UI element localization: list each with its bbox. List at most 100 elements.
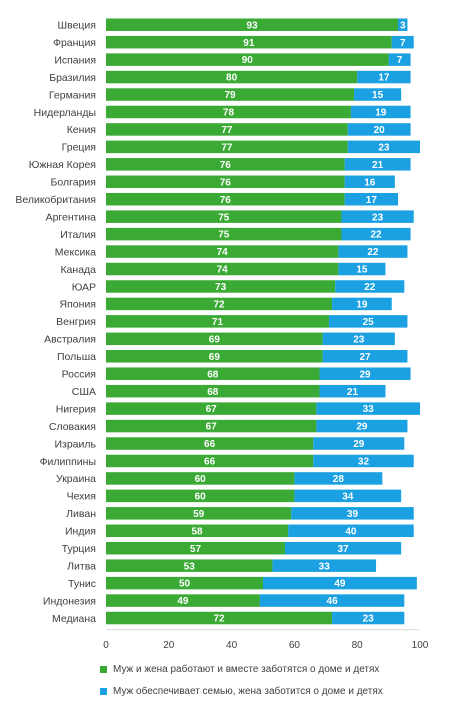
- bar-segment-husband-provides: [347, 140, 420, 154]
- bar-segment-joint: [106, 576, 263, 590]
- data-label-husband-provides: 34: [342, 491, 354, 502]
- bar-segment-joint: [106, 140, 348, 154]
- bar-segment-joint: [106, 437, 314, 450]
- legend-label-series-1: Муж и жена работают и вместе заботятся о…: [113, 664, 380, 675]
- bar-segment-husband-provides: [357, 70, 411, 84]
- data-label-joint: 66: [204, 439, 216, 450]
- bar-segment-husband-provides: [316, 402, 420, 415]
- category-label: Франция: [53, 37, 96, 49]
- bar-segment-husband-provides: [313, 437, 405, 450]
- bar-segment-husband-provides: [294, 489, 402, 503]
- bar-segment-joint: [106, 245, 339, 258]
- data-label-husband-provides: 27: [359, 352, 371, 363]
- bar-segment-husband-provides: [332, 297, 392, 311]
- data-label-husband-provides: 17: [378, 73, 390, 84]
- data-label-joint: 60: [195, 491, 207, 502]
- data-label-husband-provides: 19: [356, 300, 368, 311]
- data-label-joint: 67: [206, 404, 218, 415]
- data-label-husband-provides: 29: [359, 369, 371, 380]
- legend-swatch-blue: [100, 688, 107, 695]
- data-label-joint: 50: [179, 579, 191, 590]
- category-label: Кения: [67, 124, 96, 136]
- data-label-joint: 93: [246, 20, 258, 31]
- data-label-joint: 49: [177, 596, 189, 607]
- data-label-husband-provides: 29: [353, 439, 365, 450]
- bar-segment-husband-provides: [322, 332, 395, 346]
- bar-segment-joint: [106, 419, 317, 433]
- data-label-husband-provides: 17: [366, 195, 378, 206]
- bar-segment-husband-provides: [319, 384, 386, 398]
- data-label-joint: 78: [223, 108, 235, 119]
- category-label: Польша: [57, 351, 96, 363]
- bar-segment-husband-provides: [398, 18, 408, 31]
- bar-segment-joint: [106, 332, 323, 346]
- data-label-husband-provides: 32: [358, 457, 370, 468]
- category-label: ЮАР: [72, 281, 96, 293]
- bar-segment-joint: [106, 18, 399, 31]
- data-label-husband-provides: 33: [319, 561, 331, 572]
- data-label-joint: 60: [195, 474, 207, 485]
- data-label-husband-provides: 20: [374, 125, 386, 136]
- data-label-joint: 72: [213, 614, 225, 625]
- data-label-joint: 58: [191, 526, 203, 537]
- data-label-joint: 77: [221, 125, 233, 136]
- data-label-joint: 67: [206, 422, 218, 433]
- category-label: Индонезия: [43, 595, 96, 607]
- bar-segment-joint: [106, 454, 314, 468]
- bar-segment-joint: [106, 192, 345, 206]
- bars: [106, 18, 420, 625]
- category-label: Украина: [56, 473, 96, 485]
- bar-segment-husband-provides: [341, 210, 414, 223]
- category-label: Италия: [60, 229, 96, 241]
- bar-segment-joint: [106, 105, 351, 119]
- data-label-joint: 90: [242, 55, 254, 66]
- data-label-joint: 75: [218, 230, 230, 241]
- category-label: Великобритания: [15, 194, 96, 206]
- bar-segment-joint: [106, 175, 345, 189]
- bar-segment-husband-provides: [354, 88, 402, 101]
- bar-segment-joint: [106, 123, 348, 136]
- bar-segment-joint: [106, 594, 260, 607]
- data-label-joint: 75: [218, 212, 230, 223]
- category-label: Нигерия: [56, 403, 96, 415]
- data-label-husband-provides: 39: [347, 509, 359, 520]
- bar-segment-joint: [106, 70, 358, 84]
- bar-segment-husband-provides: [313, 454, 414, 468]
- category-label: Япония: [60, 299, 96, 311]
- data-label-husband-provides: 23: [353, 334, 365, 345]
- data-label-husband-provides: 23: [378, 142, 390, 153]
- bar-segment-husband-provides: [284, 541, 402, 555]
- category-label: Канада: [60, 264, 96, 276]
- data-label-husband-provides: 40: [345, 526, 357, 537]
- bar-segment-joint: [106, 35, 392, 49]
- data-label-husband-provides: 7: [397, 55, 403, 66]
- category-label: Турция: [62, 543, 96, 555]
- category-label: Россия: [62, 369, 96, 381]
- x-tick-label: 80: [352, 640, 364, 650]
- legend-item-series-2: Муж обеспечивает семью, жена заботится о…: [100, 686, 383, 697]
- category-label: Индия: [65, 526, 96, 538]
- data-label-joint: 72: [213, 300, 225, 311]
- category-label: Чехия: [67, 491, 96, 503]
- bar-segment-husband-provides: [322, 350, 408, 363]
- category-label: Тунис: [68, 578, 96, 590]
- bar-segment-husband-provides: [338, 262, 386, 276]
- data-label-husband-provides: 23: [363, 614, 375, 625]
- data-label-joint: 71: [212, 317, 224, 328]
- data-label-husband-provides: 19: [375, 108, 387, 119]
- category-label: Болгария: [51, 177, 96, 189]
- bar-segment-joint: [106, 210, 342, 223]
- data-label-husband-provides: 21: [347, 387, 359, 398]
- data-label-joint: 69: [209, 334, 221, 345]
- data-label-joint: 80: [226, 73, 238, 84]
- data-label-joint: 79: [224, 90, 236, 101]
- bar-segment-husband-provides: [294, 472, 383, 485]
- category-label: Греция: [62, 142, 96, 154]
- bar-segment-joint: [106, 524, 289, 538]
- bar-segment-joint: [106, 541, 285, 555]
- bar-segment-husband-provides: [388, 53, 411, 66]
- data-label-joint: 68: [207, 387, 219, 398]
- bar-segment-husband-provides: [291, 507, 414, 520]
- category-label: Австралия: [44, 334, 96, 346]
- bar-segment-joint: [106, 402, 317, 415]
